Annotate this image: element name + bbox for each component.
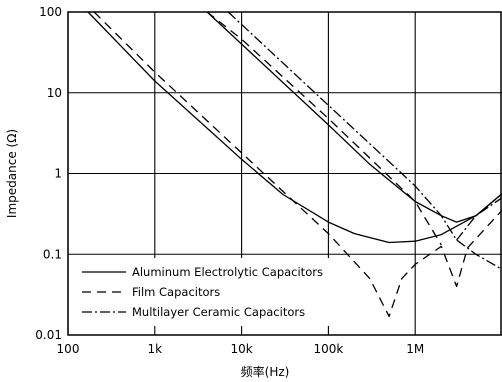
series-2-curve-0 <box>227 11 502 270</box>
series-lines <box>87 11 502 318</box>
legend: Aluminum Electrolytic Capacitors Film Cap… <box>74 258 342 326</box>
y-tick-label: 0.01 <box>35 328 62 342</box>
x-axis-title: 频率(Hz) <box>241 364 290 379</box>
legend-label: Aluminum Electrolytic Capacitors <box>132 265 323 279</box>
x-tick-label: 1k <box>148 342 163 356</box>
series-2-curve-1 <box>456 197 502 241</box>
series-0-curve-0 <box>87 11 502 244</box>
tick-labels: 100 1k 10k 100k 1M 0.01 0.1 1 10 100 <box>35 5 424 356</box>
y-tick-label: 10 <box>47 86 62 100</box>
x-tick-label: 1M <box>406 342 424 356</box>
series-1-curve-0 <box>93 11 502 318</box>
series-1-curve-1 <box>206 11 442 246</box>
legend-label: Multilayer Ceramic Capacitors <box>132 305 305 319</box>
y-tick-label: 1 <box>54 167 62 181</box>
x-tick-label: 10k <box>230 342 252 356</box>
y-axis-title: Impedance (Ω) <box>5 129 19 218</box>
series-0-curve-1 <box>206 11 502 223</box>
y-tick-label: 100 <box>39 5 62 19</box>
x-tick-label: 100 <box>57 342 80 356</box>
y-tick-label: 0.1 <box>43 247 62 261</box>
x-tick-label: 100k <box>313 342 343 356</box>
plot-frame <box>67 11 502 336</box>
legend-label: Film Capacitors <box>132 285 220 299</box>
